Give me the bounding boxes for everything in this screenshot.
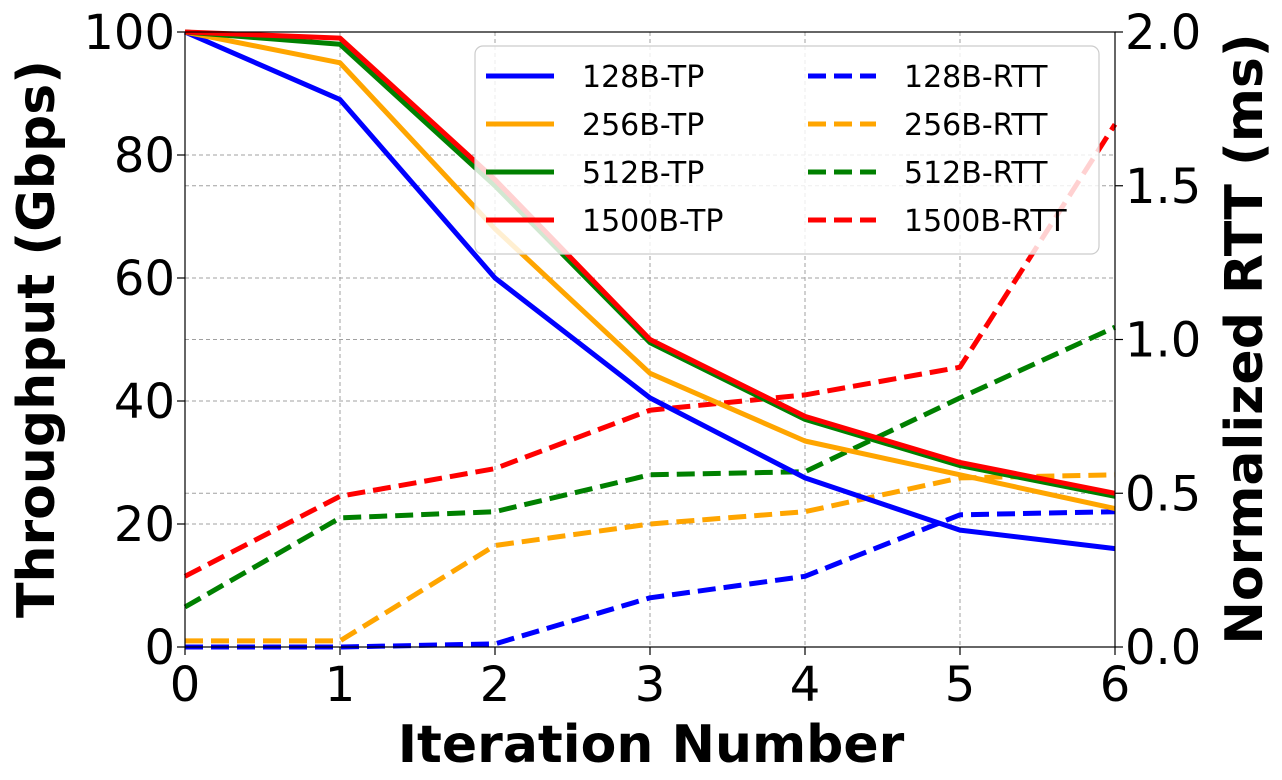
y2-tick-label: 0.5: [1125, 466, 1201, 522]
series-line-512b-tp: [184, 29, 1116, 499]
legend-label: 1500B-TP: [582, 204, 723, 239]
legend: 128B-TP 256B-TP 512B-TP 1500B-TP 128B-RTT 256…: [474, 45, 1100, 255]
x-tick-label: 4: [790, 657, 821, 713]
series-line-512b-rtt: [183, 324, 1117, 610]
x-tick-label: 2: [480, 657, 511, 713]
legend-label: 128B-TP: [582, 60, 704, 95]
legend-label: 128B-RTT: [904, 60, 1048, 95]
legend-label: 256B-RTT: [904, 108, 1048, 143]
legend-box: [474, 45, 1100, 255]
x-axis-label: Iteration Number: [398, 715, 905, 775]
y-tick-label: 60: [114, 251, 175, 307]
x-tick-label: 5: [945, 657, 976, 713]
legend-label: 512B-RTT: [904, 156, 1048, 191]
y-tick-label: 80: [114, 128, 175, 184]
y2-tick-label: 1.0: [1125, 313, 1201, 369]
y2-axis-label: Normalized RTT (ms): [1215, 33, 1275, 644]
x-tick-label: 3: [635, 657, 666, 713]
legend-label: 256B-TP: [582, 108, 704, 143]
series-line-128b-rtt: [185, 509, 1116, 650]
legend-label: 1500B-RTT: [904, 204, 1067, 239]
legend-label: 512B-TP: [582, 156, 704, 191]
y-axis-label: Throughput (Gbps): [7, 60, 67, 618]
series-line-128b-tp: [184, 29, 1116, 552]
series-line-1500b-tp: [184, 29, 1116, 496]
x-tick-label: 6: [1100, 657, 1131, 713]
x-tick-label: 0: [170, 657, 201, 713]
y-tick-label: 40: [114, 374, 175, 430]
series-line-256b-tp: [184, 29, 1116, 512]
x-tick-label: 1: [325, 657, 356, 713]
ticks: [177, 31, 1123, 655]
y-tick-label: 0: [144, 620, 175, 676]
plot-area: [183, 29, 1118, 650]
y-tick-label: 100: [83, 5, 175, 61]
y2-tick-label: 0.0: [1125, 620, 1201, 676]
y2-tick-label: 2.0: [1125, 5, 1201, 61]
y2-tick-label: 1.5: [1125, 159, 1201, 215]
y-tick-label: 20: [114, 497, 175, 553]
series-line-1500b-rtt: [183, 122, 1118, 579]
series-line-256b-rtt: [185, 472, 1116, 644]
